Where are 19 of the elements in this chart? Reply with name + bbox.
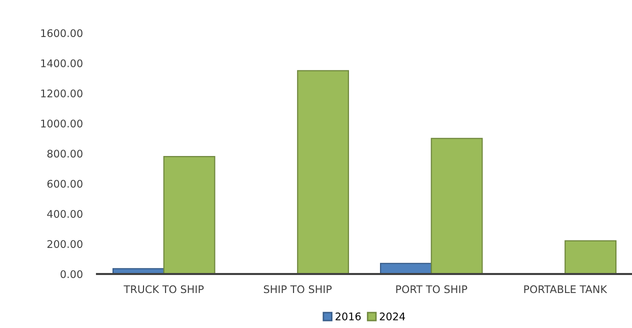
y-tick-label: 1400.00 — [41, 59, 82, 68]
y-tick-label: 800.00 — [47, 150, 82, 158]
bar — [297, 70, 350, 274]
x-tick-label: TRUCK TO SHIP — [124, 285, 204, 294]
y-tick-label: 1000.00 — [41, 120, 82, 128]
legend-label: 2016 — [336, 312, 361, 320]
legend-label: 2024 — [380, 312, 406, 320]
y-tick-label: 400.00 — [47, 210, 82, 218]
x-tick-label: PORT TO SHIP — [396, 285, 468, 294]
y-tick-label: 1600.00 — [41, 29, 82, 38]
x-tick-label: SHIP TO SHIP — [264, 285, 332, 294]
x-tick-label: PORTABLE TANK — [524, 285, 608, 294]
bar — [430, 138, 483, 274]
y-tick-label: 200.00 — [47, 240, 82, 248]
y-tick-label: 0.00 — [60, 270, 82, 278]
y-tick-label: 1200.00 — [41, 89, 82, 98]
bar — [163, 156, 216, 274]
y-tick-label: 600.00 — [47, 180, 82, 188]
bar — [564, 240, 617, 274]
